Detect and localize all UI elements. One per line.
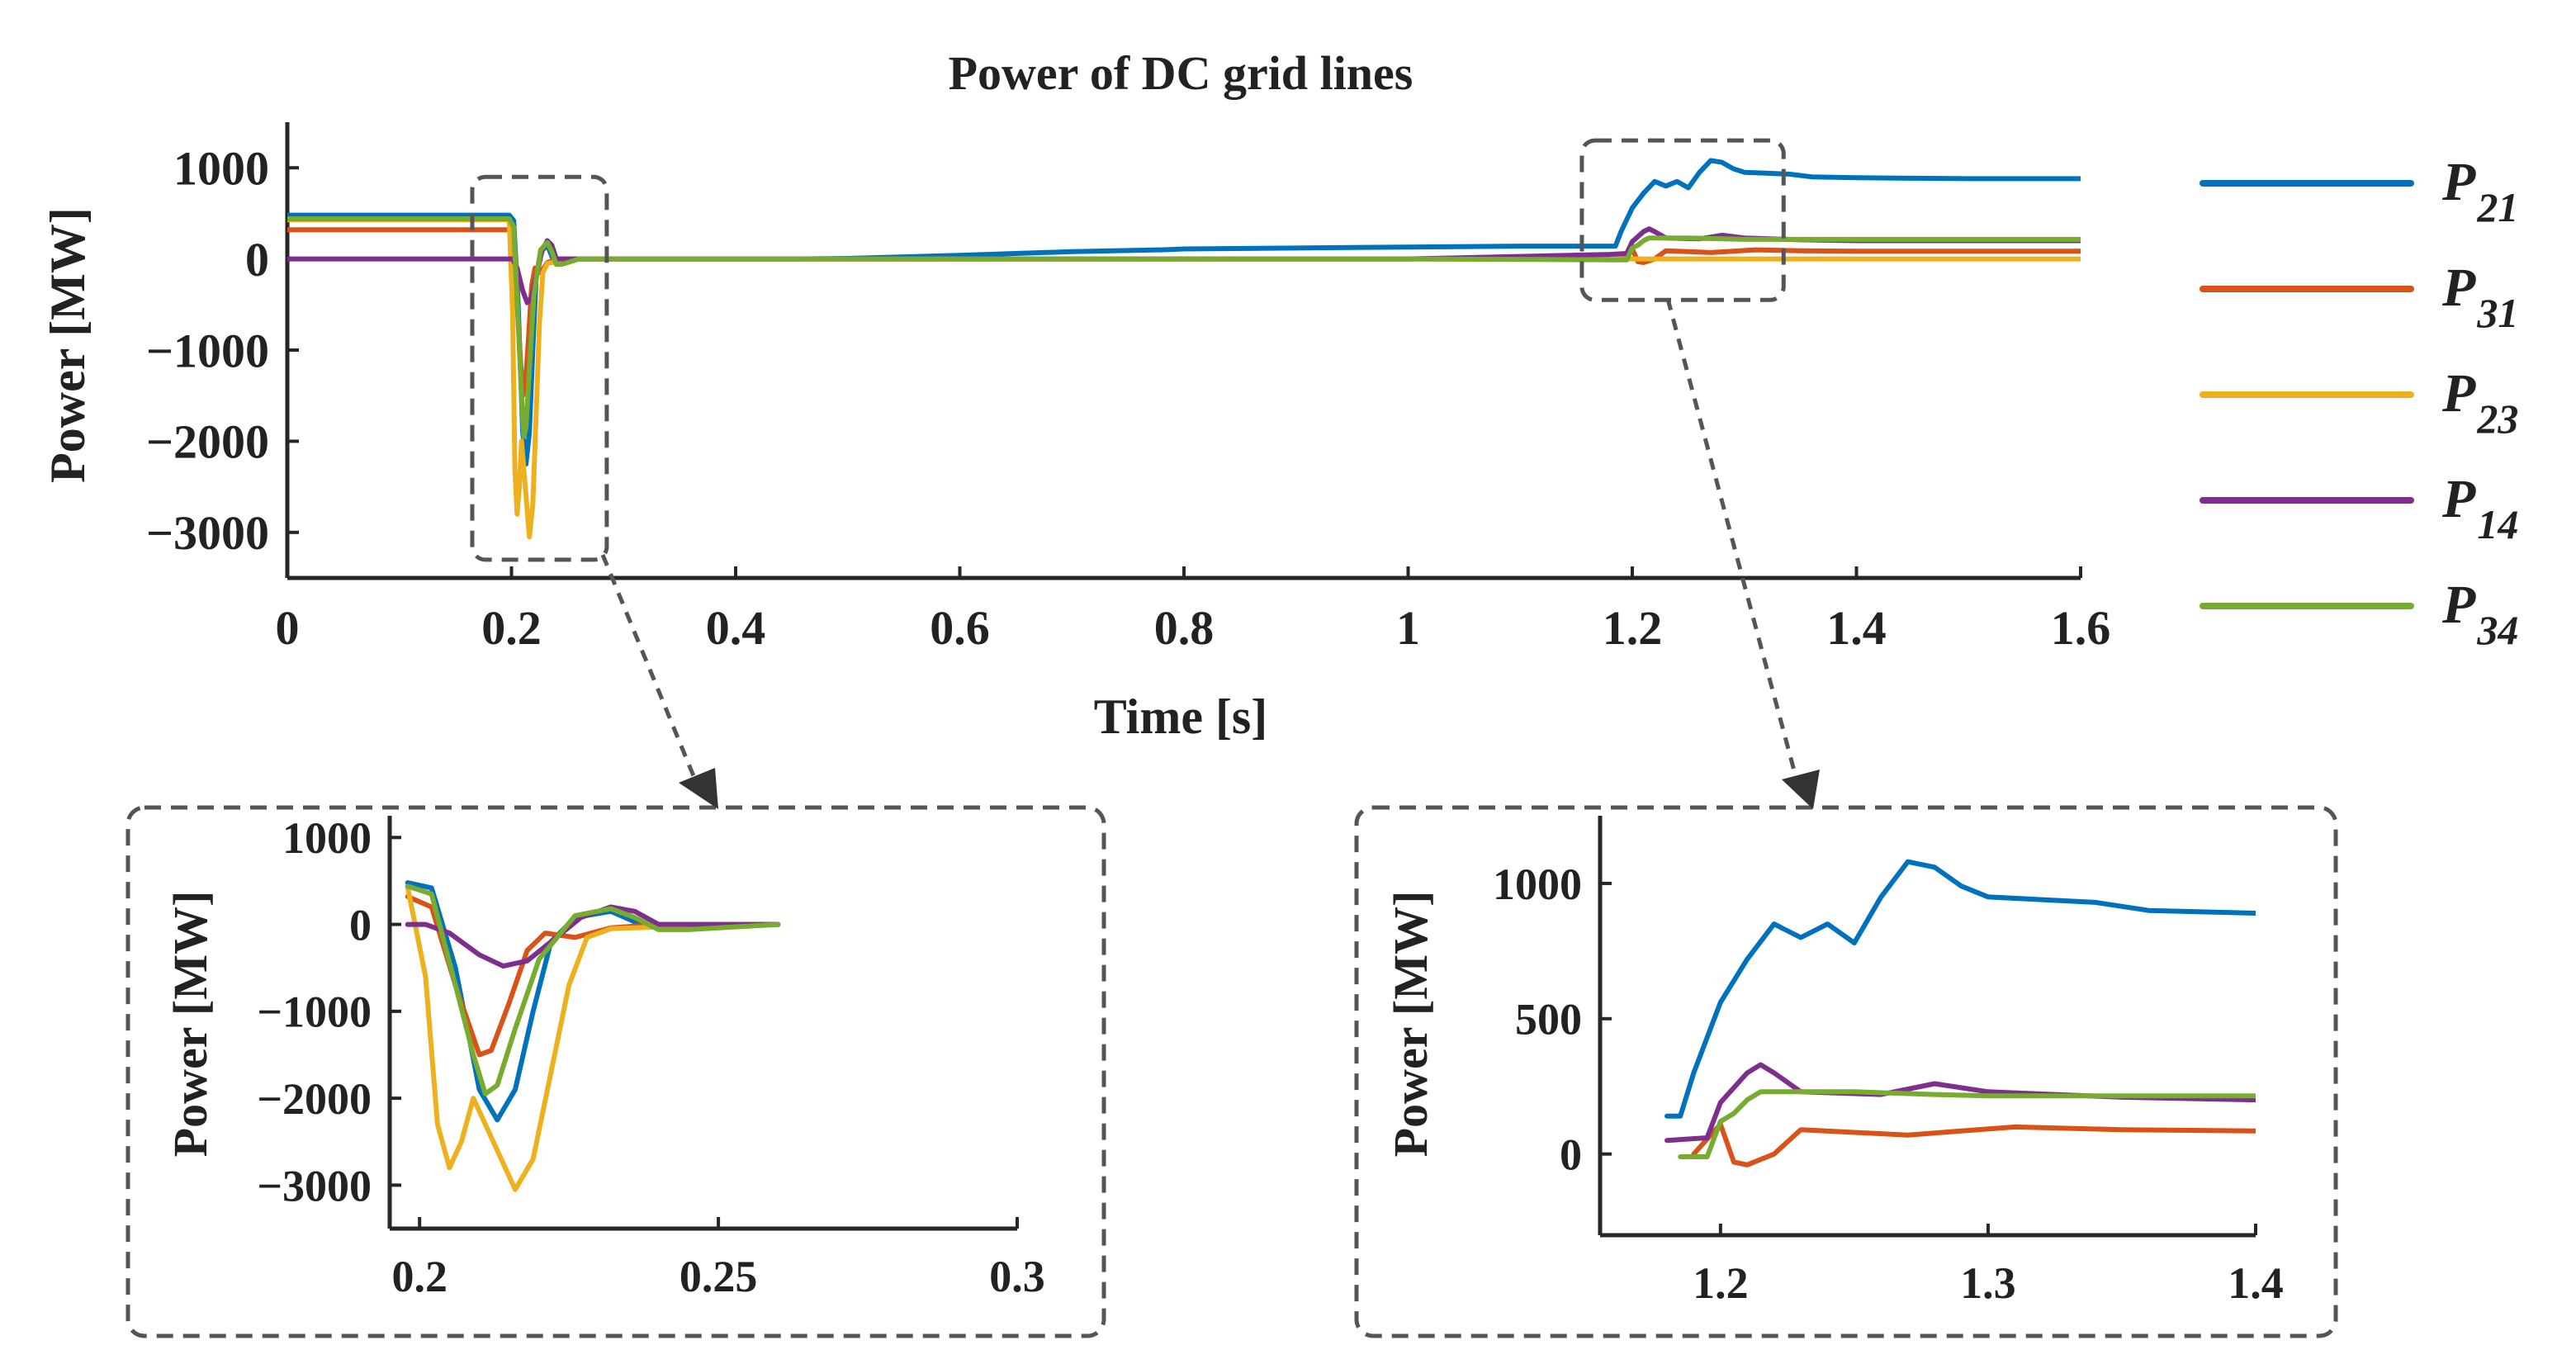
legend-label-base: P — [2441, 152, 2476, 212]
zoom1-y-tick-label: −1000 — [257, 987, 372, 1037]
zoom2-series-p21 — [1664, 859, 2256, 1119]
zoom-panel-2-frame — [1354, 805, 2338, 1338]
legend-label-subscript: 31 — [2476, 290, 2518, 336]
legend-label-p23: P23 — [2441, 363, 2518, 442]
zoom2-x-tick-label: 1.2 — [1693, 1258, 1749, 1308]
zoom-panel-2: Power [MW] 1.2 1.3 1.4 1000 500 0 — [1384, 816, 2284, 1308]
legend-label-base: P — [2441, 258, 2476, 318]
legend-label-subscript: 14 — [2477, 501, 2518, 547]
zoom-regions — [470, 138, 1786, 562]
legend-label-base: P — [2441, 363, 2476, 424]
zoom2-y-tick-label: 500 — [1515, 995, 1582, 1044]
zoom2-axes: 1.2 1.3 1.4 1000 500 0 — [1493, 816, 2284, 1308]
main-y-axis-label: Power [MW] — [40, 207, 95, 483]
main-y-tick-label: 0 — [245, 233, 269, 287]
main-axes: 0 0.2 0.4 0.6 0.8 1 1.2 1.4 1.6 1000 0 −1000 −2000 −3… — [146, 122, 2110, 655]
main-x-tick-label: 0.4 — [706, 601, 766, 655]
zoom2-y-tick-label: 1000 — [1493, 860, 1582, 909]
main-series-p21 — [287, 158, 2081, 467]
zoom2-x-tick-label: 1.4 — [2228, 1258, 2284, 1308]
zoom1-series-p31 — [405, 893, 781, 1058]
zoom1-series-p34 — [405, 883, 781, 1096]
zoom-panel-1-frame — [125, 805, 1106, 1338]
zoom1-y-tick-label: 0 — [349, 900, 372, 950]
legend-label-subscript: 23 — [2476, 395, 2518, 442]
zoom1-series-p23 — [405, 884, 781, 1192]
legend-label-subscript: 34 — [2476, 607, 2518, 653]
main-x-tick-label: 0.6 — [930, 601, 990, 655]
zoom2-series-p31 — [1691, 1121, 2256, 1167]
main-series-group — [287, 158, 2081, 540]
zoom1-y-tick-label: 1000 — [282, 813, 372, 863]
zoom1-series-p14 — [405, 904, 781, 969]
chart-title: Power of DC grid lines — [949, 46, 1413, 100]
main-y-tick-label: −2000 — [146, 415, 269, 469]
zoom1-x-tick-label: 0.2 — [391, 1252, 447, 1301]
zoom1-y-axis-label: Power [MW] — [163, 891, 217, 1158]
zoom-panel-1: Power [MW] 0.2 0.25 0.3 1000 0 −1000 −2000 −300… — [163, 813, 1045, 1301]
main-x-tick-label: 1.4 — [1826, 601, 1887, 655]
zoom2-x-tick-label: 1.3 — [1960, 1258, 2016, 1308]
zoom2-y-axis-label: Power [MW] — [1384, 891, 1437, 1158]
legend-label-base: P — [2441, 469, 2476, 529]
zoom-pointer-1-arrowhead — [679, 768, 718, 809]
zoom-region-1 — [470, 174, 609, 562]
legend-label-subscript: 21 — [2476, 184, 2518, 230]
main-x-tick-label: 0 — [276, 601, 300, 655]
main-x-tick-label: 1.6 — [2051, 601, 2111, 655]
main-x-tick-label: 0.8 — [1154, 601, 1215, 655]
zoom-pointers — [600, 298, 1820, 809]
zoom2-series-p34 — [1678, 1089, 2256, 1159]
zoom1-y-tick-label: −2000 — [257, 1074, 372, 1124]
zoom-pointer-1 — [600, 554, 700, 787]
main-x-tick-label: 1 — [1396, 601, 1420, 655]
main-series-p34 — [287, 216, 2081, 439]
zoom1-x-tick-label: 0.3 — [989, 1252, 1045, 1301]
main-y-tick-label: −3000 — [146, 506, 269, 560]
zoom-region-2 — [1579, 138, 1786, 302]
zoom2-series-group — [1664, 859, 2256, 1167]
zoom1-axes: 0.2 0.25 0.3 1000 0 −1000 −2000 −3000 — [257, 813, 1045, 1301]
main-x-tick-label: 1.2 — [1603, 601, 1663, 655]
main-x-tick-label: 0.2 — [481, 601, 542, 655]
legend-label-p14: P14 — [2441, 469, 2518, 547]
main-chart: Power of DC grid lines Time [s] Power [M… — [40, 46, 2110, 744]
main-series-p23 — [287, 217, 2081, 540]
zoom1-y-tick-label: −3000 — [257, 1161, 372, 1210]
zoom2-y-tick-label: 0 — [1560, 1130, 1582, 1180]
zoom1-x-tick-label: 0.25 — [680, 1252, 758, 1301]
legend-label-p34: P34 — [2441, 575, 2518, 653]
legend-label-p21: P21 — [2441, 152, 2518, 230]
zoom-pointer-2 — [1665, 298, 1801, 787]
main-x-axis-label: Time [s] — [1094, 689, 1268, 744]
zoom1-series-group — [405, 880, 781, 1192]
main-y-tick-label: 1000 — [173, 142, 269, 196]
zoom-pointer-2-arrowhead — [1782, 770, 1820, 809]
legend-label-p31: P31 — [2441, 258, 2518, 336]
zoom2-series-p14 — [1664, 1062, 2256, 1144]
main-y-tick-label: −1000 — [146, 324, 269, 377]
legend-label-base: P — [2441, 575, 2476, 635]
